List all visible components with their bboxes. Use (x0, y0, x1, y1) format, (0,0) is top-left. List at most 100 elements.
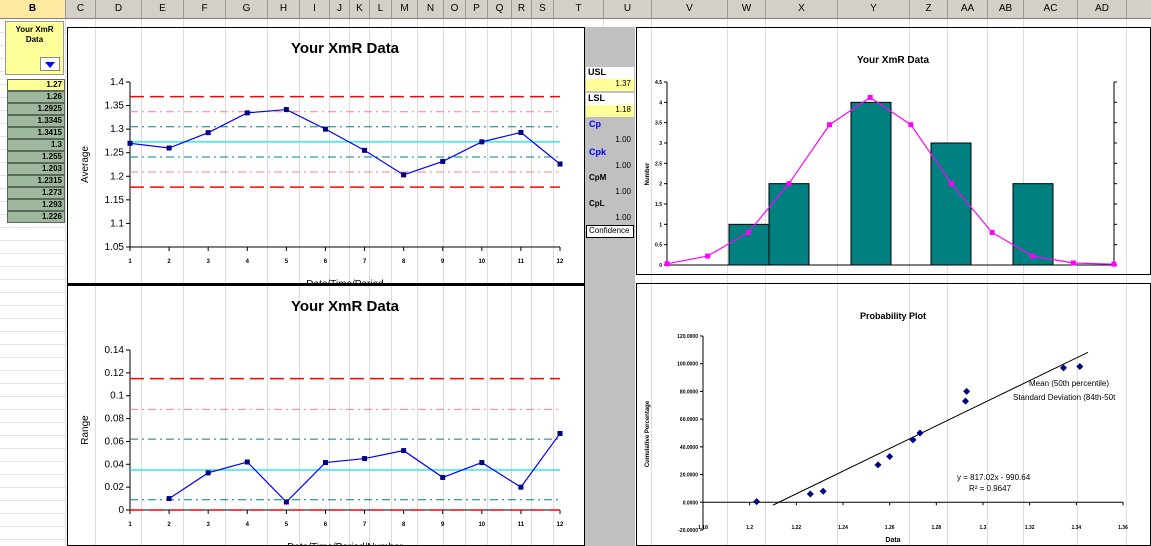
histogram-bar (1012, 183, 1054, 266)
column-header-ab[interactable]: AB (988, 0, 1024, 18)
column-header-c[interactable]: C (66, 0, 96, 18)
data-cell[interactable]: 1.3 (7, 139, 65, 151)
data-cell[interactable]: 1.2315 (7, 175, 65, 187)
gridline-horizontal (0, 240, 66, 241)
data-point (440, 158, 446, 164)
x-tick-label: 6 (324, 259, 328, 265)
x-tick-label: 8 (402, 259, 406, 265)
column-header-g[interactable]: G (226, 0, 268, 18)
lsl-value[interactable]: 1.18 (586, 105, 634, 117)
chart-title: Your XmR Data (291, 298, 400, 315)
column-header-l[interactable]: L (370, 0, 392, 18)
confidence-cell[interactable]: Confidence (586, 225, 634, 238)
data-column-header[interactable]: Your XmR Data (5, 21, 64, 75)
data-cell[interactable]: 1.226 (7, 211, 65, 223)
gridline-vertical (267, 19, 268, 546)
x-tick-label: 8 (402, 522, 406, 528)
gridline-vertical (1077, 19, 1078, 546)
data-cell[interactable]: 1.3415 (7, 127, 65, 139)
column-header-o[interactable]: O (444, 0, 466, 18)
column-header-u[interactable]: U (604, 0, 652, 18)
histogram-bar (768, 183, 810, 266)
column-header-f[interactable]: F (184, 0, 226, 18)
data-cell[interactable]: 1.255 (7, 151, 65, 163)
x-tick-label: 3 (207, 522, 211, 528)
column-header-b[interactable]: B (0, 0, 66, 18)
gridline-vertical (727, 19, 728, 546)
x-tick-label: 1.32 (1025, 525, 1035, 531)
y-tick-label: 0.1 (110, 391, 124, 402)
column-header-ad[interactable]: AD (1078, 0, 1127, 18)
probability-plot[interactable]: Probability Plot -20.0000 0.0000 20.0000 40.… (637, 284, 1150, 545)
gridline-horizontal (0, 266, 66, 267)
data-cell[interactable]: 1.273 (7, 187, 65, 199)
x-tick-label: 1.18 (698, 525, 708, 531)
column-header-s[interactable]: S (532, 0, 554, 18)
data-cell[interactable]: 1.2925 (7, 103, 65, 115)
column-header-r[interactable]: R (512, 0, 532, 18)
data-point (874, 461, 882, 469)
column-header-aa[interactable]: AA (948, 0, 988, 18)
data-point (283, 499, 289, 505)
gridline-horizontal (0, 461, 66, 462)
data-point (362, 147, 368, 153)
column-header-ac[interactable]: AC (1024, 0, 1078, 18)
gridline-vertical (909, 19, 910, 546)
column-header-q[interactable]: Q (488, 0, 512, 18)
x-tick-label: 1.2 (746, 525, 753, 531)
data-point (244, 110, 250, 116)
gridline-horizontal (0, 305, 66, 306)
gridline-horizontal (0, 448, 66, 449)
data-point (1076, 362, 1084, 370)
data-cell[interactable]: 1.26 (7, 91, 65, 103)
cp-value: 1.00 (615, 135, 631, 144)
x-tick-label: 4 (246, 522, 250, 528)
lsl-label: LSL (586, 93, 634, 105)
gridline-vertical (225, 19, 226, 546)
column-header-y[interactable]: Y (838, 0, 910, 18)
column-header-m[interactable]: M (392, 0, 418, 18)
normal-curve (666, 96, 1115, 265)
column-header-p[interactable]: P (466, 0, 488, 18)
y-tick-label: 40.0000 (680, 445, 698, 451)
column-header-h[interactable]: H (268, 0, 300, 18)
data-point (518, 129, 524, 135)
data-cell[interactable]: 1.27 (7, 79, 65, 91)
column-header-z[interactable]: Z (910, 0, 948, 18)
data-point (963, 387, 971, 395)
column-header-i[interactable]: I (300, 0, 330, 18)
y-tick-label: 1 (659, 222, 662, 228)
y-tick-label: 100.0000 (677, 362, 698, 368)
average-chart[interactable]: Your XmR Data 1.05 1.1 1.15 1.2 1.25 1.3 1.35 1.… (68, 28, 584, 283)
cp-label: Cp (589, 119, 601, 129)
data-point (819, 487, 827, 495)
curve-point (867, 94, 873, 100)
data-cell[interactable]: 1.293 (7, 199, 65, 211)
column-header-n[interactable]: N (418, 0, 444, 18)
column-header-row: B C D E F G H I J K L M N O P Q R S T U V W X Y Z AA AB AC AD (0, 0, 1151, 19)
data-point (205, 130, 211, 136)
column-header-j[interactable]: J (330, 0, 350, 18)
data-cell[interactable]: 1.3345 (7, 115, 65, 127)
curve-point (1111, 261, 1117, 267)
column-header-e[interactable]: E (142, 0, 184, 18)
filter-dropdown-button[interactable] (40, 57, 60, 71)
data-cell[interactable]: 1.203 (7, 163, 65, 175)
column-header-x[interactable]: X (766, 0, 838, 18)
range-chart[interactable]: Your XmR Data 0 0.02 0.04 0.06 0.08 0.1 0.12 0.1… (68, 286, 584, 545)
x-tick-label: 10 (478, 259, 485, 265)
histogram-chart[interactable]: Your XmR Data00.511.522.533.544.5Number1… (637, 28, 1150, 274)
column-header-k[interactable]: K (350, 0, 370, 18)
x-tick-label: 1.28 (931, 525, 941, 531)
column-header-t[interactable]: T (554, 0, 604, 18)
curve-point (786, 181, 792, 187)
column-header-v[interactable]: V (652, 0, 728, 18)
column-header-w[interactable]: W (728, 0, 766, 18)
data-point (322, 460, 328, 466)
data-point (401, 172, 407, 178)
usl-label: USL (586, 67, 634, 79)
trendline-equation: y = 817.02x - 990.64 (957, 473, 1031, 482)
usl-value[interactable]: 1.37 (586, 79, 634, 91)
column-header-d[interactable]: D (96, 0, 142, 18)
cpm-label: CpM (589, 173, 607, 182)
